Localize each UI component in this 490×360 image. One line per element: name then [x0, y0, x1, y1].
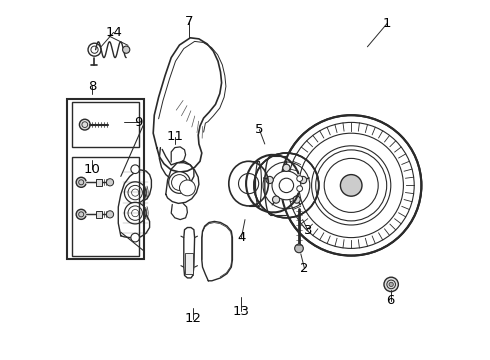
Bar	[96, 211, 102, 218]
Circle shape	[106, 179, 114, 186]
Text: 5: 5	[255, 123, 264, 136]
Text: 14: 14	[105, 26, 122, 39]
Circle shape	[131, 233, 140, 242]
Circle shape	[254, 153, 319, 218]
Text: 3: 3	[304, 224, 312, 237]
Circle shape	[384, 277, 398, 292]
Text: 1: 1	[383, 17, 392, 30]
Bar	[67, 99, 144, 259]
Bar	[72, 157, 139, 256]
Text: 9: 9	[135, 116, 143, 129]
Circle shape	[79, 119, 90, 130]
Circle shape	[122, 46, 130, 53]
Text: 7: 7	[185, 15, 194, 28]
Circle shape	[106, 211, 114, 218]
Text: 10: 10	[84, 163, 100, 176]
Circle shape	[341, 175, 362, 196]
Text: 2: 2	[300, 262, 309, 275]
Text: 4: 4	[237, 231, 245, 244]
Circle shape	[297, 176, 302, 181]
Circle shape	[297, 186, 302, 192]
Circle shape	[283, 164, 290, 171]
Circle shape	[294, 244, 303, 253]
Circle shape	[299, 176, 307, 184]
Circle shape	[293, 196, 300, 203]
Circle shape	[88, 43, 101, 56]
Circle shape	[76, 209, 86, 219]
Circle shape	[266, 176, 273, 184]
Circle shape	[389, 282, 393, 287]
Bar	[185, 253, 193, 274]
Circle shape	[272, 171, 301, 200]
Text: 6: 6	[387, 294, 395, 307]
Text: 8: 8	[88, 80, 96, 93]
Text: 12: 12	[184, 312, 201, 325]
Text: 11: 11	[166, 130, 183, 143]
Circle shape	[124, 182, 146, 203]
Circle shape	[272, 196, 280, 203]
Bar	[72, 102, 139, 147]
Text: 13: 13	[233, 305, 250, 318]
Circle shape	[281, 115, 421, 256]
Circle shape	[76, 177, 86, 187]
Circle shape	[131, 165, 140, 174]
Circle shape	[124, 202, 146, 224]
Circle shape	[169, 172, 190, 193]
Circle shape	[179, 180, 196, 196]
Bar	[96, 179, 102, 186]
